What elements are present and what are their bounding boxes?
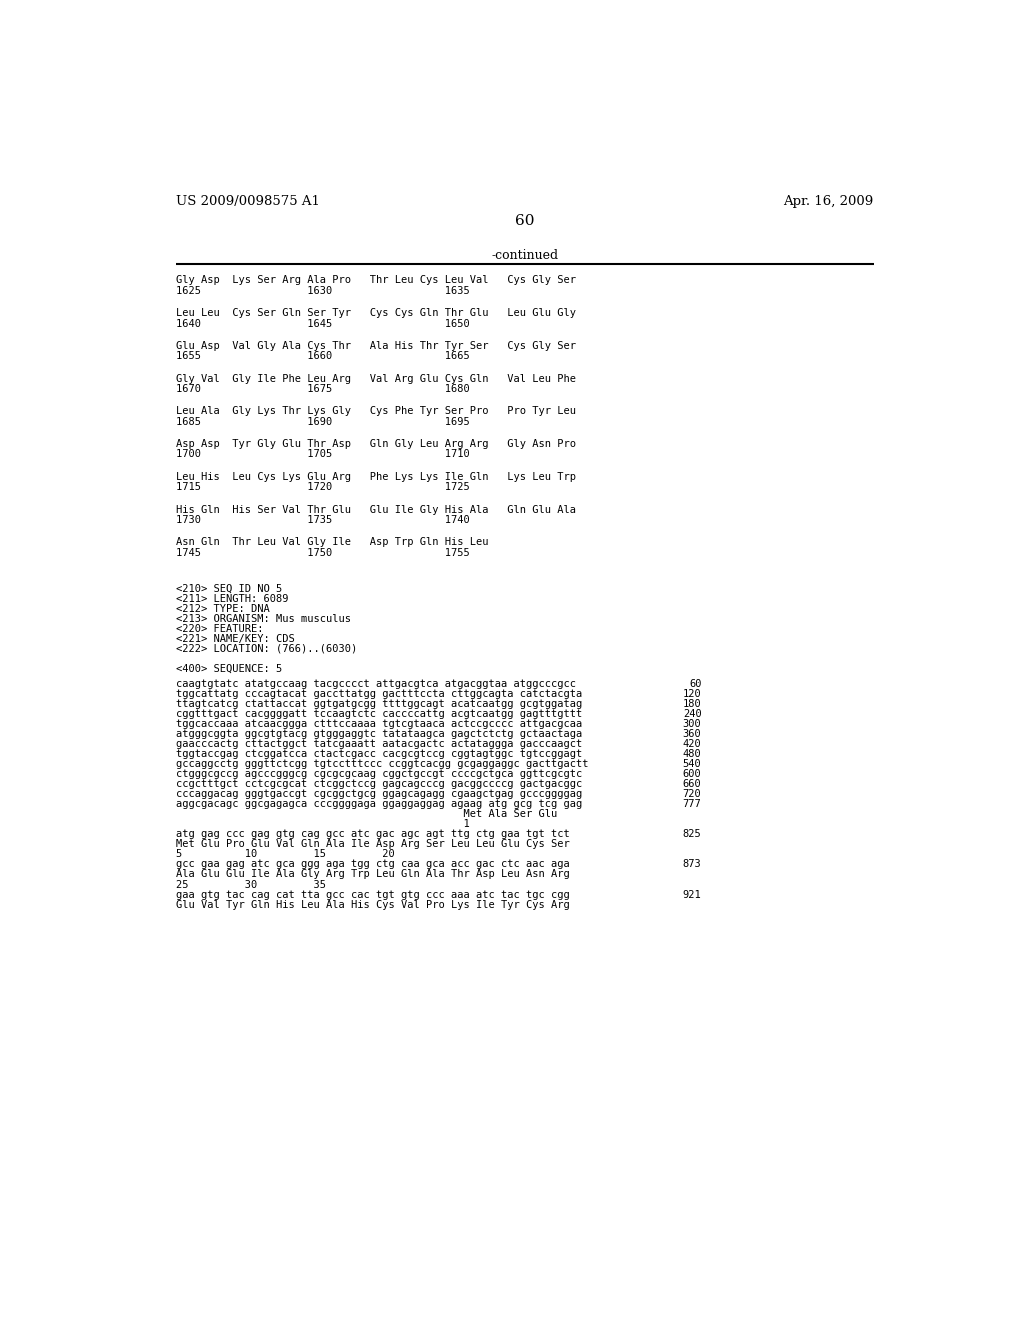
Text: 1670                 1675                  1680: 1670 1675 1680	[176, 384, 470, 393]
Text: cccaggacag gggtgaccgt cgcggctgcg ggagcagagg cgaagctgag gcccggggag: cccaggacag gggtgaccgt cgcggctgcg ggagcag…	[176, 789, 583, 800]
Text: 1640                 1645                  1650: 1640 1645 1650	[176, 318, 470, 329]
Text: 1745                 1750                  1755: 1745 1750 1755	[176, 548, 470, 557]
Text: <212> TYPE: DNA: <212> TYPE: DNA	[176, 603, 269, 614]
Text: 1: 1	[176, 820, 470, 829]
Text: gcc gaa gag atc gca ggg aga tgg ctg caa gca acc gac ctc aac aga: gcc gaa gag atc gca ggg aga tgg ctg caa …	[176, 859, 569, 870]
Text: 777: 777	[683, 800, 701, 809]
Text: 300: 300	[683, 719, 701, 730]
Text: 1685                 1690                  1695: 1685 1690 1695	[176, 417, 470, 426]
Text: <220> FEATURE:: <220> FEATURE:	[176, 624, 263, 634]
Text: tggcattatg cccagtacat gaccttatgg gactttccta cttggcagta catctacgta: tggcattatg cccagtacat gaccttatgg gactttc…	[176, 689, 583, 700]
Text: ttagtcatcg ctattaccat ggtgatgcgg ttttggcagt acatcaatgg gcgtggatag: ttagtcatcg ctattaccat ggtgatgcgg ttttggc…	[176, 700, 583, 709]
Text: gccaggcctg gggttctcgg tgtcctttccc ccggtcacgg gcgaggaggc gacttgactt: gccaggcctg gggttctcgg tgtcctttccc ccggtc…	[176, 759, 589, 770]
Text: 60: 60	[689, 680, 701, 689]
Text: 5          10         15         20: 5 10 15 20	[176, 850, 395, 859]
Text: 120: 120	[683, 689, 701, 700]
Text: caagtgtatc atatgccaag tacgcccct attgacgtca atgacggtaa atggcccgcc: caagtgtatc atatgccaag tacgcccct attgacgt…	[176, 680, 577, 689]
Text: Leu His  Leu Cys Lys Glu Arg   Phe Lys Lys Ile Gln   Lys Leu Trp: Leu His Leu Cys Lys Glu Arg Phe Lys Lys …	[176, 471, 577, 482]
Text: atg gag ccc gag gtg cag gcc atc gac agc agt ttg ctg gaa tgt tct: atg gag ccc gag gtg cag gcc atc gac agc …	[176, 829, 569, 840]
Text: 180: 180	[683, 700, 701, 709]
Text: tggcaccaaa atcaacggga ctttccaaaa tgtcgtaaca actccgcccc attgacgcaa: tggcaccaaa atcaacggga ctttccaaaa tgtcgta…	[176, 719, 583, 730]
Text: ccgctttgct cctcgcgcat ctcggctccg gagcagcccg gacggccccg gactgacggc: ccgctttgct cctcgcgcat ctcggctccg gagcagc…	[176, 779, 583, 789]
Text: <213> ORGANISM: Mus musculus: <213> ORGANISM: Mus musculus	[176, 614, 351, 624]
Text: aggcgacagc ggcgagagca cccggggaga ggaggaggag agaag atg gcg tcg gag: aggcgacagc ggcgagagca cccggggaga ggaggag…	[176, 800, 583, 809]
Text: 540: 540	[683, 759, 701, 770]
Text: Gly Val  Gly Ile Phe Leu Arg   Val Arg Glu Cys Gln   Val Leu Phe: Gly Val Gly Ile Phe Leu Arg Val Arg Glu …	[176, 374, 577, 384]
Text: -continued: -continued	[492, 249, 558, 263]
Text: 480: 480	[683, 750, 701, 759]
Text: 1625                 1630                  1635: 1625 1630 1635	[176, 286, 470, 296]
Text: 25         30         35: 25 30 35	[176, 879, 326, 890]
Text: Apr. 16, 2009: Apr. 16, 2009	[783, 195, 873, 209]
Text: 1700                 1705                  1710: 1700 1705 1710	[176, 449, 470, 459]
Text: <211> LENGTH: 6089: <211> LENGTH: 6089	[176, 594, 289, 603]
Text: gaa gtg tac cag cat tta gcc cac tgt gtg ccc aaa atc tac tgc cgg: gaa gtg tac cag cat tta gcc cac tgt gtg …	[176, 890, 569, 899]
Text: Asp Asp  Tyr Gly Glu Thr Asp   Gln Gly Leu Arg Arg   Gly Asn Pro: Asp Asp Tyr Gly Glu Thr Asp Gln Gly Leu …	[176, 440, 577, 449]
Text: <222> LOCATION: (766)..(6030): <222> LOCATION: (766)..(6030)	[176, 644, 357, 653]
Text: Met Glu Pro Glu Val Gln Ala Ile Asp Arg Ser Leu Leu Glu Cys Ser: Met Glu Pro Glu Val Gln Ala Ile Asp Arg …	[176, 840, 569, 850]
Text: tggtaccgag ctcggatcca ctactcgacc cacgcgtccg cggtagtggc tgtccggagt: tggtaccgag ctcggatcca ctactcgacc cacgcgt…	[176, 750, 583, 759]
Text: Leu Leu  Cys Ser Gln Ser Tyr   Cys Cys Gln Thr Glu   Leu Glu Gly: Leu Leu Cys Ser Gln Ser Tyr Cys Cys Gln …	[176, 308, 577, 318]
Text: Glu Val Tyr Gln His Leu Ala His Cys Val Pro Lys Ile Tyr Cys Arg: Glu Val Tyr Gln His Leu Ala His Cys Val …	[176, 899, 569, 909]
Text: Gly Asp  Lys Ser Arg Ala Pro   Thr Leu Cys Leu Val   Cys Gly Ser: Gly Asp Lys Ser Arg Ala Pro Thr Leu Cys …	[176, 276, 577, 285]
Text: Met Ala Ser Glu: Met Ala Ser Glu	[176, 809, 557, 820]
Text: 1655                 1660                  1665: 1655 1660 1665	[176, 351, 470, 362]
Text: Ala Glu Glu Ile Ala Gly Arg Trp Leu Gln Ala Thr Asp Leu Asn Arg: Ala Glu Glu Ile Ala Gly Arg Trp Leu Gln …	[176, 870, 569, 879]
Text: 600: 600	[683, 770, 701, 779]
Text: <221> NAME/KEY: CDS: <221> NAME/KEY: CDS	[176, 634, 295, 644]
Text: 420: 420	[683, 739, 701, 750]
Text: His Gln  His Ser Val Thr Glu   Glu Ile Gly His Ala   Gln Glu Ala: His Gln His Ser Val Thr Glu Glu Ile Gly …	[176, 504, 577, 515]
Text: Glu Asp  Val Gly Ala Cys Thr   Ala His Thr Tyr Ser   Cys Gly Ser: Glu Asp Val Gly Ala Cys Thr Ala His Thr …	[176, 341, 577, 351]
Text: 240: 240	[683, 709, 701, 719]
Text: <210> SEQ ID NO 5: <210> SEQ ID NO 5	[176, 583, 283, 594]
Text: Asn Gln  Thr Leu Val Gly Ile   Asp Trp Gln His Leu: Asn Gln Thr Leu Val Gly Ile Asp Trp Gln …	[176, 537, 488, 548]
Text: 60: 60	[515, 214, 535, 228]
Text: 825: 825	[683, 829, 701, 840]
Text: 660: 660	[683, 779, 701, 789]
Text: <400> SEQUENCE: 5: <400> SEQUENCE: 5	[176, 664, 283, 675]
Text: 360: 360	[683, 730, 701, 739]
Text: 921: 921	[683, 890, 701, 899]
Text: 1730                 1735                  1740: 1730 1735 1740	[176, 515, 470, 525]
Text: ctgggcgccg agcccgggcg cgcgcgcaag cggctgccgt ccccgctgca ggttcgcgtc: ctgggcgccg agcccgggcg cgcgcgcaag cggctgc…	[176, 770, 583, 779]
Text: 873: 873	[683, 859, 701, 870]
Text: gaacccactg cttactggct tatcgaaatt aatacgactc actataggga gacccaagct: gaacccactg cttactggct tatcgaaatt aatacga…	[176, 739, 583, 750]
Text: US 2009/0098575 A1: US 2009/0098575 A1	[176, 195, 319, 209]
Text: Leu Ala  Gly Lys Thr Lys Gly   Cys Phe Tyr Ser Pro   Pro Tyr Leu: Leu Ala Gly Lys Thr Lys Gly Cys Phe Tyr …	[176, 407, 577, 416]
Text: 720: 720	[683, 789, 701, 800]
Text: cggtttgact cacggggatt tccaagtctc caccccattg acgtcaatgg gagtttgttt: cggtttgact cacggggatt tccaagtctc cacccca…	[176, 709, 583, 719]
Text: atgggcggta ggcgtgtacg gtgggaggtc tatataagca gagctctctg gctaactaga: atgggcggta ggcgtgtacg gtgggaggtc tatataa…	[176, 730, 583, 739]
Text: 1715                 1720                  1725: 1715 1720 1725	[176, 482, 470, 492]
